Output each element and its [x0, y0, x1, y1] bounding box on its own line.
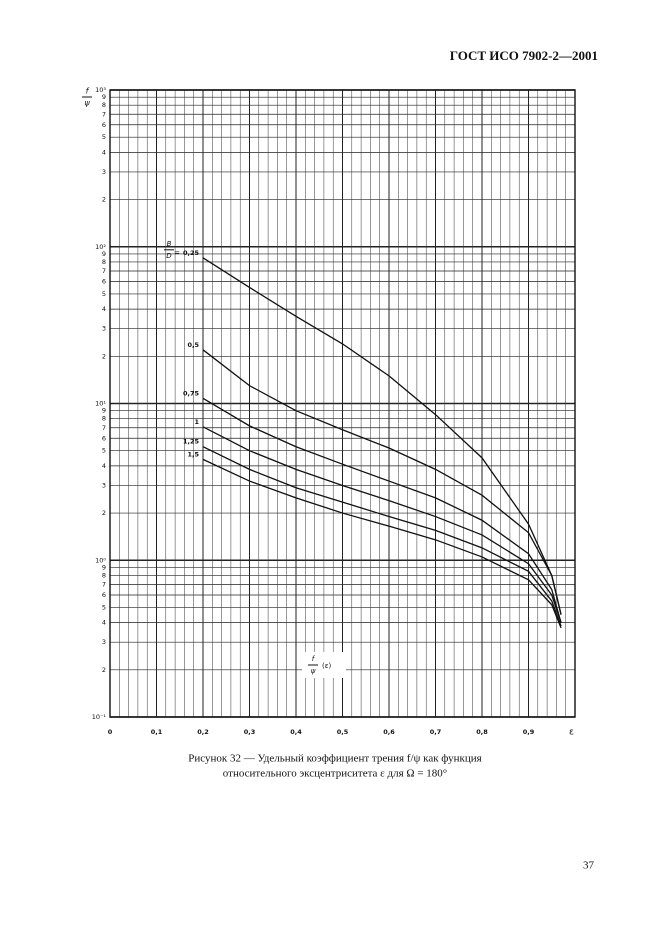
y-tick-label: 7	[102, 581, 106, 589]
y-tick-label: 10³	[95, 86, 106, 94]
y-tick-label: 2	[102, 666, 106, 674]
y-tick-label: 2	[102, 509, 106, 517]
curve	[202, 426, 562, 623]
y-tick-label: 10¹	[95, 400, 106, 408]
y-tick-label: 10⁰	[95, 556, 106, 564]
series-label: 1,25	[183, 438, 200, 446]
y-tick-label: 9	[102, 93, 106, 101]
y-tick-label: 8	[102, 101, 106, 109]
y-tick-label: 8	[102, 258, 106, 266]
y-tick-label: 6	[102, 278, 106, 286]
x-tick-label: 0,4	[290, 728, 302, 736]
x-tick-label: 0,5	[337, 728, 349, 736]
caption-line: Рисунок 32 — Удельный коэффициент трения…	[188, 753, 481, 765]
y-tick-label: 3	[102, 481, 106, 489]
y-tick-label: 6	[102, 434, 106, 442]
fraction-numerator: f	[312, 655, 316, 663]
y-tick-label: 10⁻¹	[92, 713, 107, 721]
curve	[202, 458, 562, 629]
page-number: 37	[583, 860, 595, 872]
x-tick-label: 0,9	[523, 728, 535, 736]
series-label: 0,5	[187, 341, 199, 349]
curve	[202, 349, 562, 615]
y-tick-label: 8	[102, 415, 106, 423]
fraction-numerator: B	[167, 240, 172, 248]
series-label: 1,5	[187, 450, 199, 458]
y-tick-label: 3	[102, 638, 106, 646]
y-tick-label: 2	[102, 352, 106, 360]
fraction-numerator: f	[86, 87, 90, 96]
x-tick-label: 0,2	[197, 728, 209, 736]
fraction-denominator: D	[166, 252, 172, 260]
y-tick-label: 5	[102, 290, 106, 298]
function-label-argument: (ε)	[322, 662, 332, 670]
y-tick-label: 4	[102, 148, 106, 156]
x-tick-label: 0	[108, 728, 113, 736]
caption-line: относительного эксцентриситета ε для Ω =…	[223, 768, 447, 780]
x-axis-label: ε	[569, 728, 574, 738]
y-tick-label: 2	[102, 196, 106, 204]
y-tick-label: 3	[102, 168, 106, 176]
series-label: 0,75	[183, 389, 200, 397]
param-sign: =	[174, 249, 180, 257]
plot-frame	[109, 89, 576, 718]
x-tick-label: 0,8	[476, 728, 488, 736]
y-tick-label: 3	[102, 325, 106, 333]
y-tick-label: 4	[102, 305, 106, 313]
curve	[202, 257, 562, 615]
fraction-denominator: ψ	[311, 667, 316, 675]
y-tick-label: 5	[102, 133, 106, 141]
curve	[202, 446, 562, 627]
y-tick-label: 5	[102, 447, 106, 455]
x-tick-label: 0,6	[383, 728, 395, 736]
y-tick-label: 7	[102, 110, 106, 118]
y-tick-label: 4	[102, 619, 106, 627]
fraction-denominator: ψ	[84, 99, 90, 108]
curve	[202, 397, 562, 623]
y-tick-label: 7	[102, 424, 106, 432]
y-tick-label: 5	[102, 603, 106, 611]
y-tick-label: 10²	[95, 243, 106, 251]
x-tick-label: 0,1	[151, 728, 163, 736]
y-tick-label: 6	[102, 121, 106, 129]
y-tick-label: 8	[102, 571, 106, 579]
header-title: ГОСТ ИСО 7902-2—2001	[450, 48, 598, 63]
series-label: 1	[194, 418, 199, 426]
y-tick-label: 7	[102, 267, 106, 275]
x-tick-label: 0,7	[430, 728, 442, 736]
y-tick-label: 4	[102, 462, 106, 470]
y-tick-label: 9	[102, 407, 106, 415]
y-tick-label: 9	[102, 563, 106, 571]
series-label: 0,25	[183, 249, 200, 257]
y-tick-label: 6	[102, 591, 106, 599]
y-tick-label: 9	[102, 250, 106, 258]
x-tick-label: 0,3	[244, 728, 256, 736]
